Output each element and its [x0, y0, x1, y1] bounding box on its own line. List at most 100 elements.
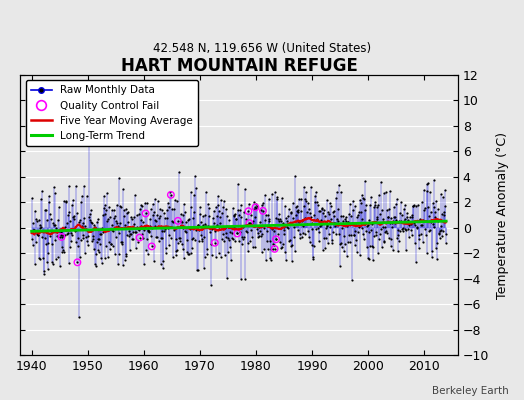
- Title: HART MOUNTAIN REFUGE: HART MOUNTAIN REFUGE: [121, 57, 357, 75]
- Point: [226, 224, 235, 230]
- Point: [191, 185, 200, 192]
- Point: [398, 212, 406, 219]
- Point: [434, 218, 442, 224]
- Point: [301, 215, 309, 221]
- Point: [39, 254, 48, 261]
- Point: [275, 211, 283, 217]
- Point: [80, 183, 88, 189]
- Point: [56, 234, 64, 240]
- Point: [355, 223, 363, 230]
- Point: [119, 261, 127, 268]
- Point: [141, 210, 150, 217]
- Point: [141, 224, 149, 230]
- Point: [47, 216, 56, 222]
- Point: [144, 226, 152, 233]
- Point: [381, 224, 389, 230]
- Point: [111, 212, 119, 219]
- Point: [423, 181, 431, 188]
- Point: [189, 234, 197, 241]
- Point: [247, 211, 256, 218]
- Point: [397, 199, 406, 205]
- Point: [424, 180, 433, 186]
- Point: [374, 202, 383, 208]
- Point: [122, 206, 130, 212]
- Point: [321, 234, 330, 241]
- Point: [45, 199, 53, 205]
- Point: [145, 228, 154, 234]
- Point: [274, 230, 282, 237]
- Point: [72, 183, 81, 189]
- Point: [411, 203, 420, 210]
- Point: [134, 226, 143, 232]
- Point: [36, 256, 45, 262]
- Point: [151, 223, 160, 229]
- Point: [295, 196, 303, 202]
- Point: [307, 184, 315, 190]
- Point: [244, 208, 253, 214]
- Point: [230, 212, 238, 218]
- Point: [129, 228, 138, 235]
- Point: [40, 268, 48, 275]
- Point: [118, 239, 126, 245]
- Point: [412, 258, 420, 265]
- Point: [292, 204, 300, 210]
- Point: [363, 244, 371, 251]
- Point: [389, 246, 398, 253]
- Point: [402, 227, 410, 233]
- Point: [40, 207, 49, 213]
- Point: [102, 243, 111, 250]
- Point: [161, 215, 169, 221]
- Text: 42.548 N, 119.656 W (United States): 42.548 N, 119.656 W (United States): [153, 42, 371, 55]
- Point: [326, 200, 334, 206]
- Point: [106, 241, 115, 247]
- Point: [439, 228, 447, 234]
- Point: [238, 241, 247, 247]
- Point: [278, 195, 286, 201]
- Point: [230, 224, 238, 231]
- Point: [436, 223, 445, 230]
- Point: [244, 208, 253, 214]
- Point: [74, 242, 83, 249]
- Point: [57, 234, 66, 240]
- Point: [178, 219, 186, 226]
- Point: [254, 230, 262, 236]
- Point: [430, 204, 438, 210]
- Point: [431, 213, 440, 220]
- Point: [340, 233, 348, 239]
- Point: [133, 224, 141, 230]
- Point: [307, 214, 315, 220]
- Point: [106, 246, 114, 252]
- Point: [92, 251, 100, 258]
- Point: [325, 210, 333, 217]
- Point: [355, 209, 364, 216]
- Point: [28, 236, 36, 242]
- Point: [411, 222, 419, 228]
- Point: [233, 230, 242, 237]
- Point: [319, 209, 328, 216]
- Point: [136, 206, 144, 212]
- Point: [51, 222, 60, 228]
- Point: [296, 235, 304, 241]
- Point: [303, 200, 312, 206]
- Point: [390, 220, 399, 226]
- Point: [225, 244, 234, 250]
- Point: [253, 226, 261, 232]
- Point: [85, 140, 93, 147]
- Point: [404, 226, 412, 232]
- Point: [92, 218, 101, 225]
- Point: [364, 254, 372, 261]
- Point: [359, 236, 368, 242]
- Point: [231, 211, 239, 218]
- Point: [419, 238, 427, 245]
- Point: [320, 207, 328, 214]
- Point: [260, 216, 269, 223]
- Point: [334, 231, 343, 238]
- Point: [434, 229, 443, 236]
- Point: [232, 216, 240, 222]
- Point: [41, 241, 50, 247]
- Point: [165, 232, 173, 238]
- Point: [414, 236, 423, 242]
- Point: [192, 267, 201, 273]
- Point: [430, 224, 439, 231]
- Point: [169, 254, 177, 260]
